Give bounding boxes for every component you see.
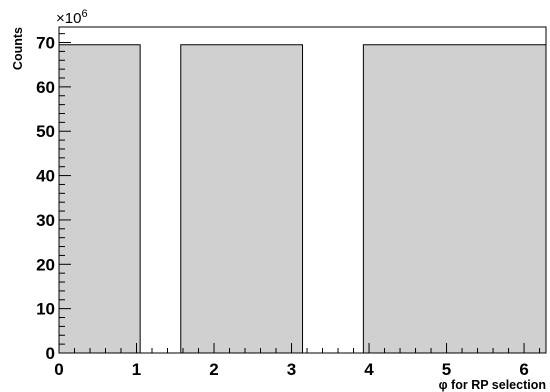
x-tick-label: 1 xyxy=(132,360,141,379)
x-tick-label: 0 xyxy=(54,360,63,379)
y-tick-label: 50 xyxy=(36,122,55,141)
y-axis-title: Counts xyxy=(11,27,25,70)
y-tick-label: 10 xyxy=(36,300,55,319)
y-axis-exponent: ×106 xyxy=(56,8,88,27)
bars-layer xyxy=(59,44,546,354)
histogram-bar-2 xyxy=(180,44,303,354)
y-tick-label: 70 xyxy=(36,34,55,53)
x-tick-label: 4 xyxy=(364,360,374,379)
x-axis-ticks: 0 1 2 3 4 5 6 xyxy=(54,343,541,379)
x-tick-label: 6 xyxy=(519,360,528,379)
histogram-bar-4 xyxy=(363,44,546,354)
y-tick-label: 20 xyxy=(36,255,55,274)
histogram-step-line xyxy=(58,44,547,354)
y-exponent-base: ×10 xyxy=(56,10,81,27)
y-tick-label: 30 xyxy=(36,211,55,230)
histogram-outline xyxy=(58,44,547,354)
histogram-bar-0 xyxy=(59,44,141,354)
y-tick-label: 40 xyxy=(36,167,55,186)
y-exponent-power: 6 xyxy=(81,8,87,20)
x-tick-label: 3 xyxy=(287,360,296,379)
y-tick-label: 60 xyxy=(36,78,55,97)
x-tick-label: 2 xyxy=(209,360,218,379)
x-tick-label: 5 xyxy=(442,360,451,379)
y-axis-ticks: 0 10 20 30 40 50 60 70 xyxy=(36,33,71,363)
plot-frame xyxy=(58,26,547,354)
y-tick-label: 0 xyxy=(46,344,55,363)
x-axis-title: φ for RP selection xyxy=(439,378,546,392)
